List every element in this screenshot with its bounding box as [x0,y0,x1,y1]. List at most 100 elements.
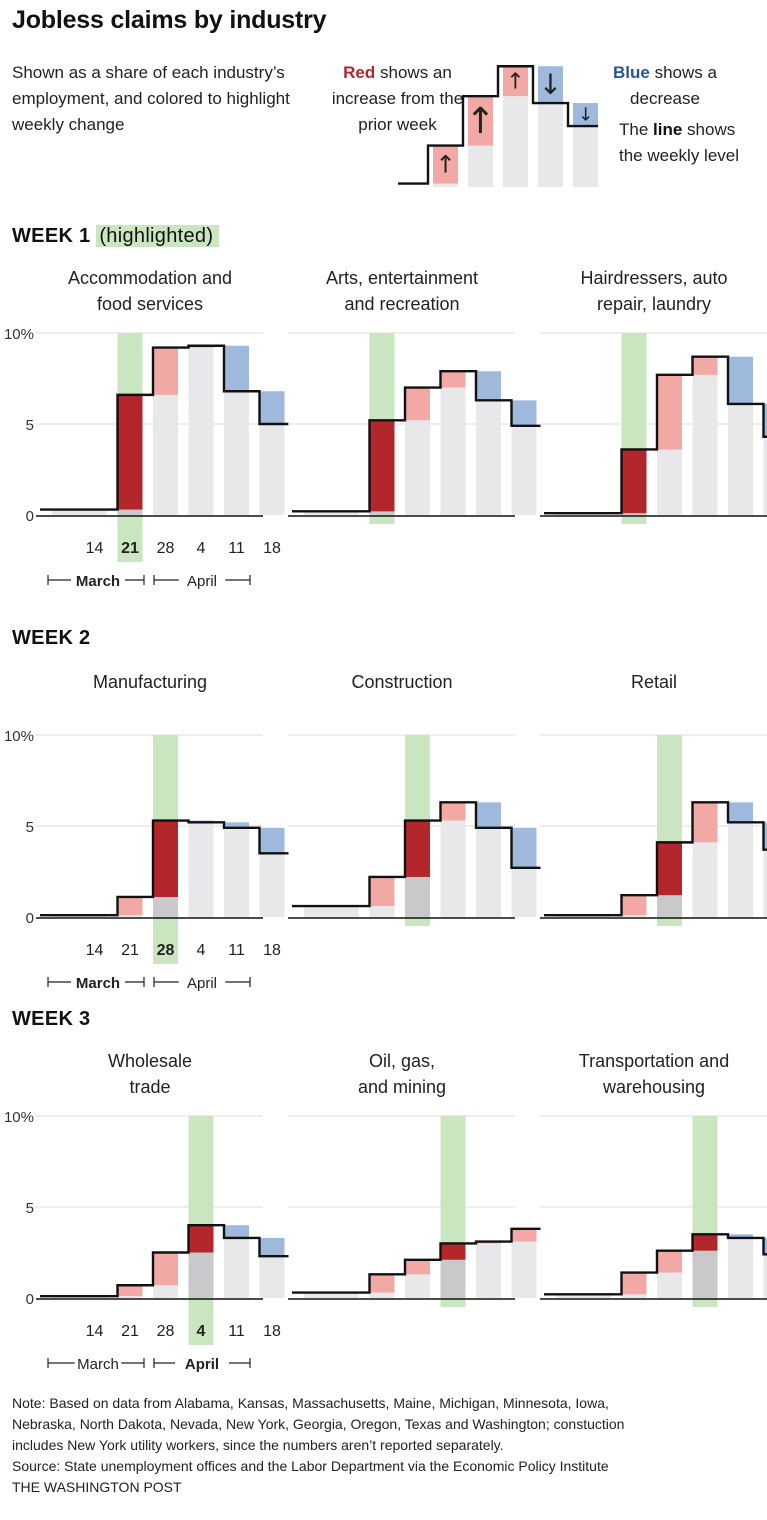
decrease-bar [763,403,767,437]
increase-bar [440,371,466,388]
increase-bar [657,842,682,896]
x-tick-label: 28 [157,540,175,557]
decrease-bar [511,400,537,426]
increase-bar [369,876,395,907]
x-tick-label: 21 [121,1323,139,1340]
chart-panel: 10% 5 0 14 21 28 4 11 18 March April [4,326,289,590]
increase-bar [153,347,178,395]
decrease-bar [259,1237,285,1257]
legend-increase-bar [468,96,493,146]
legend-base-bar [573,126,598,187]
increase-bar [692,356,718,375]
base-bar [304,906,359,917]
source-line: Source: State unemployment offices and t… [12,1458,609,1474]
base-bar [728,822,753,917]
panel-title-line: food services [96,294,204,314]
increase-bar [117,1285,143,1297]
base-bar [728,1237,753,1298]
legend-decrease-bar [573,103,598,127]
base-bar [763,1254,767,1298]
legend-increase-bar [433,145,458,184]
panel-title: Construction [277,669,527,695]
chart-panel [540,1115,767,1307]
base-bar [440,820,466,917]
level-step-line [40,819,289,917]
x-tick-label: 28 [157,942,175,959]
increase-bar [621,895,647,916]
week-heading: WEEK 2 [12,627,90,650]
base-bar [692,374,718,515]
decrease-bar [476,802,501,828]
base-bar [440,387,466,515]
y-tick-label: 5 [26,1200,34,1217]
base-bar [657,449,682,515]
panel-title-line: and recreation [344,294,460,314]
x-tick-label: 11 [228,540,245,557]
legend-decrease-text: Blue shows a decrease [580,60,750,112]
base-bar [304,511,359,515]
increase-bar [440,1243,466,1260]
notes-block: Note: Based on data from Alabama, Kansas… [12,1393,752,1498]
panel-title-line: Oil, gas, [368,1051,436,1071]
increase-bar [405,387,430,421]
chart-title: Jobless claims by industry [12,6,327,34]
base-bar [117,915,143,917]
note-line: includes New York utility workers, since… [12,1437,504,1453]
legend-base-bar [538,103,563,187]
month-label: April [185,1356,219,1373]
base-bar [224,827,249,917]
credit-line: THE WASHINGTON POST [12,1479,182,1495]
base-bar [224,1237,249,1298]
base-bar [259,853,285,917]
panel-title-line: Accommodation and [67,268,233,288]
base-bar [728,403,753,515]
week-label: WEEK 1 [12,225,91,247]
decrease-bar [224,822,249,828]
chart-panel [540,332,767,524]
legend-decrease-bar [538,66,563,104]
week-label: WEEK 2 [12,627,91,649]
base-bar [188,822,214,917]
base-bar [476,1243,501,1298]
chart-panel: 10% 5 0 14 21 28 4 11 18 March April [4,1109,289,1373]
legend-level-line [398,65,598,185]
base-bar [657,1272,682,1298]
base-bar [621,513,647,515]
base-bar [405,420,430,515]
chart-panel [288,734,541,926]
note-line: Note: Based on data from Alabama, Kansas… [12,1395,609,1411]
y-tick-label: 10% [4,728,34,745]
level-step-line [292,1227,541,1294]
base-bar [692,1250,718,1298]
base-bar [52,509,107,515]
chart-subtitle: Shown as a share of each industry’s empl… [12,63,290,134]
panel-title-line: Retail [630,672,678,692]
x-tick-label: 28 [157,1323,175,1340]
panel-title: Oil, gas, and mining [277,1048,527,1100]
week-heading: WEEK 1 (highlighted) [12,225,220,248]
decrease-bar [728,356,753,404]
panel-title-line: trade [129,1077,171,1097]
chart-panel [288,1115,541,1307]
decrease-bar [224,1225,249,1238]
base-bar [259,1256,285,1298]
panel-title-line: repair, laundry [596,294,712,314]
increase-bar [188,1225,214,1253]
week-label: WEEK 3 [12,1008,91,1030]
panel-title: Transportation and warehousing [529,1048,767,1100]
base-bar [117,509,143,515]
increase-bar [369,1274,395,1293]
y-tick-label: 10% [4,1109,34,1126]
x-tick-label: 21 [121,540,139,557]
note-line: Nebraska, North Dakota, Nevada, New York… [12,1416,625,1432]
x-tick-label: 11 [228,942,245,959]
base-bar [692,842,718,917]
base-bar [259,424,285,515]
level-step-line [40,344,289,511]
y-tick-label: 0 [26,1291,34,1308]
x-tick-label: 14 [86,1323,104,1340]
highlighted-key: (highlighted) [96,225,220,247]
panel-title-line: Construction [351,672,453,692]
y-tick-label: 5 [26,819,34,836]
increase-bar [621,1272,647,1295]
